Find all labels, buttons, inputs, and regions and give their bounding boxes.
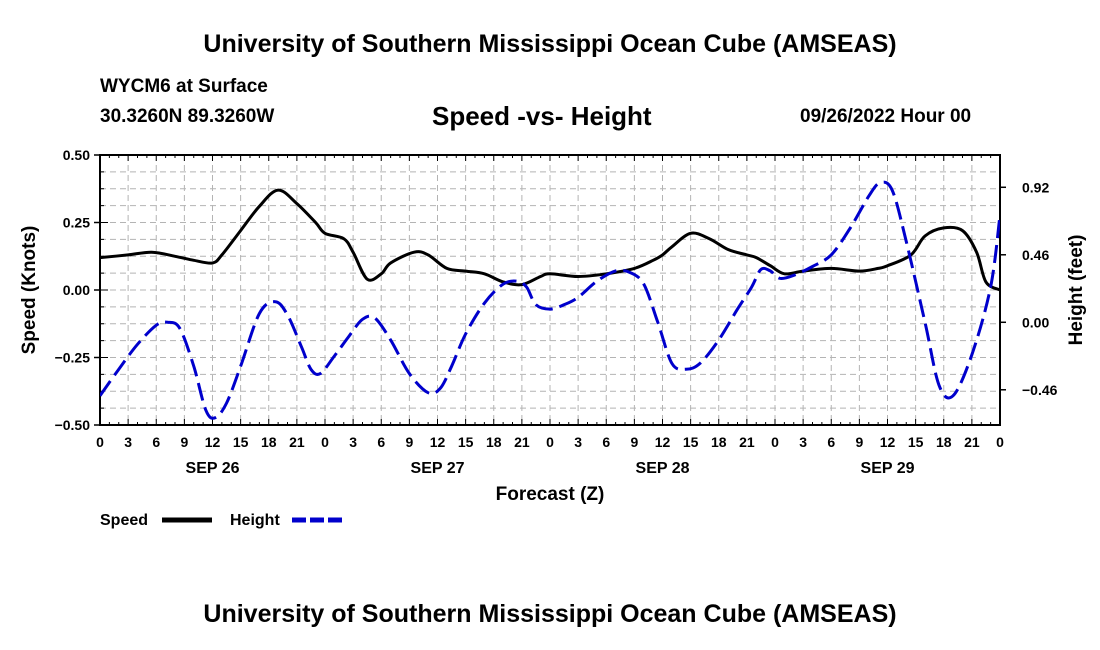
- height-line: [100, 180, 1000, 420]
- x-tick-label: 15: [233, 434, 249, 450]
- x-axis: 0 3 6 9 12 15 18 21 0 3 6 9 12 15 18 21 0 3 6 9 12 15 18 21 0 3 6 9…: [96, 155, 1004, 477]
- forecast-datetime: 09/26/2022 Hour 00: [800, 106, 972, 127]
- x-tick-label: 9: [630, 434, 638, 450]
- x-tick-label: 9: [180, 434, 188, 450]
- x-tick-label: 3: [349, 434, 357, 450]
- y-tick-label: 0.50: [63, 147, 90, 163]
- x-tick-label: 0: [996, 434, 1004, 450]
- y-tick-label: −0.50: [55, 417, 91, 433]
- series: [100, 180, 1000, 420]
- x-tick-label: 21: [289, 434, 305, 450]
- x-axis-title: Forecast (Z): [496, 484, 605, 505]
- y-axis-title: Speed (Knots): [19, 226, 40, 355]
- x-tick-label: 0: [321, 434, 329, 450]
- x-tick-label: 21: [964, 434, 980, 450]
- x-tick-label: 18: [936, 434, 952, 450]
- date-label: SEP 28: [636, 460, 690, 477]
- y2-tick-label: 0.46: [1022, 247, 1049, 263]
- y2-axis-title: Height (feet): [1066, 235, 1087, 346]
- y2-tick-label: 0.92: [1022, 179, 1049, 195]
- legend: Speed Height: [100, 512, 342, 529]
- y-tick-label: 0.25: [63, 215, 90, 231]
- x-tick-label: 6: [152, 434, 160, 450]
- x-tick-label: 0: [771, 434, 779, 450]
- x-tick-label: 3: [124, 434, 132, 450]
- x-tick-label: 18: [486, 434, 502, 450]
- date-label: SEP 29: [861, 460, 915, 477]
- y-tick-label: 0.00: [63, 282, 90, 298]
- y-axis-right: 0.92 0.46 0.00 −0.46: [1000, 179, 1058, 398]
- x-tick-label: 21: [739, 434, 755, 450]
- y-tick-label: −0.25: [55, 350, 91, 366]
- footer-title: University of Southern Mississippi Ocean…: [203, 600, 897, 628]
- x-tick-label: 3: [799, 434, 807, 450]
- chart-subtitle: Speed -vs- Height: [432, 101, 652, 131]
- x-tick-label: 0: [546, 434, 554, 450]
- x-tick-label: 18: [261, 434, 277, 450]
- date-label: SEP 26: [186, 460, 240, 477]
- speed-line: [100, 188, 1000, 292]
- legend-label-speed: Speed: [100, 512, 148, 529]
- x-tick-label: 12: [430, 434, 446, 450]
- x-tick-label: 12: [655, 434, 671, 450]
- x-tick-label: 6: [827, 434, 835, 450]
- x-tick-label: 12: [205, 434, 221, 450]
- x-tick-label: 6: [602, 434, 610, 450]
- x-tick-label: 0: [96, 434, 104, 450]
- y2-tick-label: 0.00: [1022, 314, 1049, 330]
- x-tick-label: 18: [711, 434, 727, 450]
- x-tick-label: 12: [880, 434, 896, 450]
- station-label: WYCM6 at Surface: [100, 76, 268, 97]
- y-axis-left: 0.50 0.25 0.00 −0.25 −0.50: [55, 147, 108, 433]
- station-coordinates: 30.3260N 89.3260W: [100, 106, 275, 127]
- x-tick-label: 15: [683, 434, 699, 450]
- chart-title: University of Southern Mississippi Ocean…: [203, 30, 897, 58]
- legend-label-height: Height: [230, 512, 280, 529]
- x-tick-label: 9: [405, 434, 413, 450]
- x-tick-label: 3: [574, 434, 582, 450]
- x-tick-label: 15: [908, 434, 924, 450]
- x-tick-label: 9: [855, 434, 863, 450]
- x-tick-label: 6: [377, 434, 385, 450]
- date-label: SEP 27: [411, 460, 465, 477]
- x-tick-label: 15: [458, 434, 474, 450]
- x-tick-label: 21: [514, 434, 530, 450]
- y2-tick-label: −0.46: [1022, 382, 1058, 398]
